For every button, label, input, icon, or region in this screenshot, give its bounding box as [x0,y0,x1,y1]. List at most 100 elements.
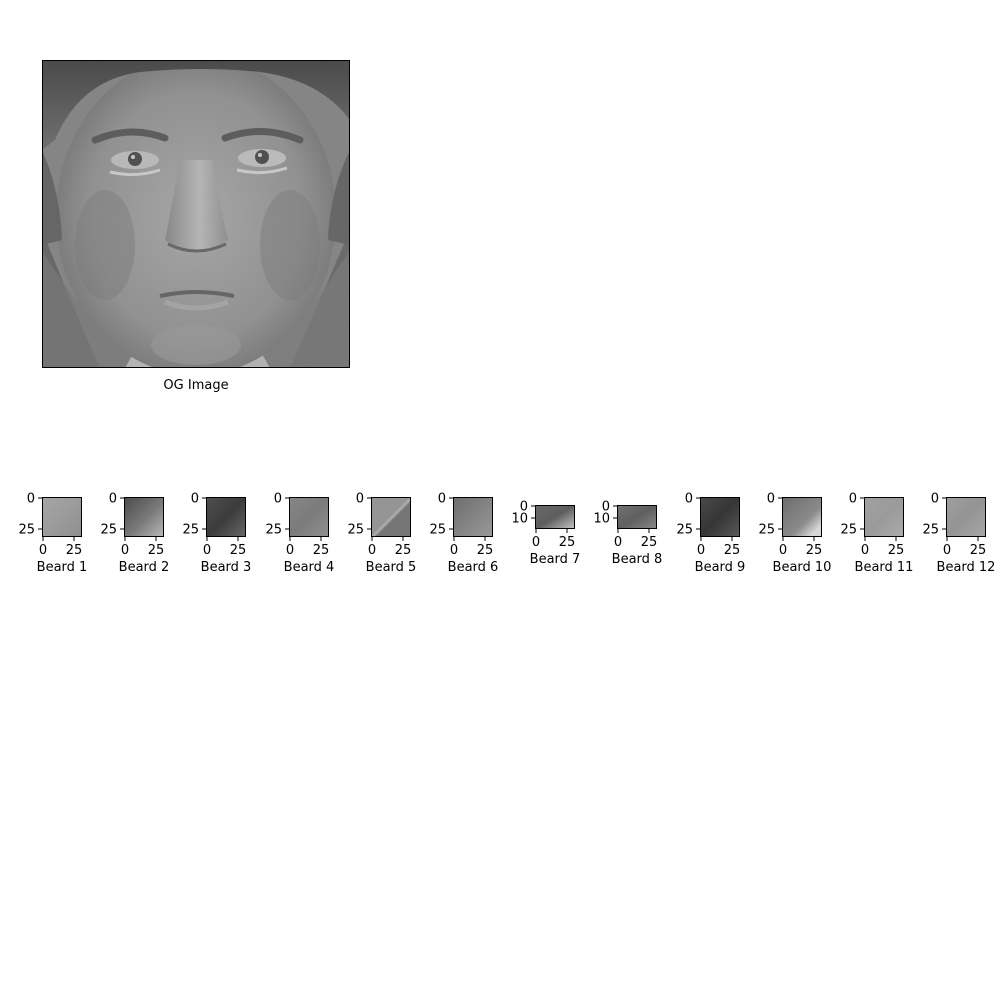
y-tick-label: 0 [356,492,364,507]
y-tick-label: 0 [685,492,693,507]
x-tick-label: 25 [970,543,987,558]
crop-image [782,497,822,537]
x-tick-label: 0 [614,535,622,550]
crop-frame [124,497,164,537]
y-tick-label: 25 [840,523,857,538]
crop-label: Beard 2 [119,560,170,575]
x-tick-label: 0 [697,543,705,558]
y-tick-label: 25 [758,523,775,538]
y-tick-label: 25 [18,523,35,538]
portrait-photo [42,60,350,368]
crop-label: Beard 8 [612,552,663,567]
crop-image [700,497,740,537]
x-tick-label: 25 [806,543,823,558]
x-tick-label: 25 [395,543,412,558]
crop-panel: 0 25 0 25 Beard 4 [265,492,334,576]
y-tick-label: 25 [347,523,364,538]
crop-frame [42,497,82,537]
x-tick-label: 25 [66,543,83,558]
x-tick-label: 0 [203,543,211,558]
y-tick-label: 25 [182,523,199,538]
og-image-label: OG Image [163,378,228,393]
crop-image [42,497,82,537]
crop-image [617,505,657,529]
crop-label: Beard 5 [366,560,417,575]
x-tick-label: 0 [121,543,129,558]
crop-label: Beard 10 [773,560,832,575]
x-tick-label: 0 [943,543,951,558]
crop-panel: 0 25 0 25 Beard 10 [758,492,831,576]
crop-panel: 0 25 0 25 Beard 3 [182,492,251,576]
crop-frame [289,497,329,537]
y-tick-label: 25 [922,523,939,538]
crop-panel: 0 25 0 25 Beard 9 [676,492,745,576]
crop-frame [782,497,822,537]
x-tick-label: 25 [477,543,494,558]
x-tick-label: 0 [368,543,376,558]
crop-frame [946,497,986,537]
y-tick-label: 0 [602,500,610,515]
crop-image [453,497,493,537]
y-tick-label: 10 [511,512,528,527]
crop-panel: 0 25 0 25 Beard 5 [347,492,416,576]
crop-frame [700,497,740,537]
crop-label: Beard 3 [201,560,252,575]
y-tick-label: 0 [274,492,282,507]
x-tick-label: 25 [313,543,330,558]
crop-label: Beard 6 [448,560,499,575]
x-tick-label: 25 [888,543,905,558]
crop-frame [617,505,657,529]
y-tick-label: 0 [849,492,857,507]
y-tick-label: 25 [676,523,693,538]
crop-frame [371,497,411,537]
y-tick-label: 0 [438,492,446,507]
x-tick-label: 25 [559,535,576,550]
x-tick-label: 0 [450,543,458,558]
crop-image [535,505,575,529]
x-tick-label: 25 [230,543,247,558]
x-tick-label: 25 [724,543,741,558]
crop-panel: 0 25 0 25 Beard 6 [429,492,498,576]
crop-frame [206,497,246,537]
x-tick-label: 0 [532,535,540,550]
crop-image [946,497,986,537]
y-tick-label: 25 [100,523,117,538]
y-tick-label: 0 [931,492,939,507]
y-tick-label: 0 [191,492,199,507]
y-tick-label: 0 [520,500,528,515]
crop-panel: 0 25 0 25 Beard 11 [840,492,913,576]
y-tick-label: 0 [109,492,117,507]
crop-label: Beard 1 [37,560,88,575]
x-tick-label: 25 [148,543,165,558]
x-tick-label: 0 [39,543,47,558]
crop-frame [535,505,575,529]
y-tick-label: 10 [593,512,610,527]
y-tick-label: 0 [767,492,775,507]
og-image: OG Image [42,60,350,393]
crop-image [864,497,904,537]
x-tick-label: 0 [779,543,787,558]
crop-image [206,497,246,537]
crop-frame [453,497,493,537]
crop-label: Beard 9 [695,560,746,575]
x-tick-label: 0 [286,543,294,558]
crop-label: Beard 4 [284,560,335,575]
crop-label: Beard 12 [937,560,996,575]
x-tick-label: 0 [861,543,869,558]
y-tick-label: 0 [27,492,35,507]
crop-panel: 0 25 0 25 Beard 2 [100,492,169,576]
y-tick-label: 25 [429,523,446,538]
y-tick-label: 25 [265,523,282,538]
x-tick-label: 25 [641,535,658,550]
crop-panel: 0 25 0 25 Beard 12 [922,492,995,576]
crop-label: Beard 11 [855,560,914,575]
crop-panel: 0 25 0 25 Beard 1 [18,492,87,576]
crop-frame [864,497,904,537]
crop-image [124,497,164,537]
crop-image [371,497,411,537]
crop-image [289,497,329,537]
